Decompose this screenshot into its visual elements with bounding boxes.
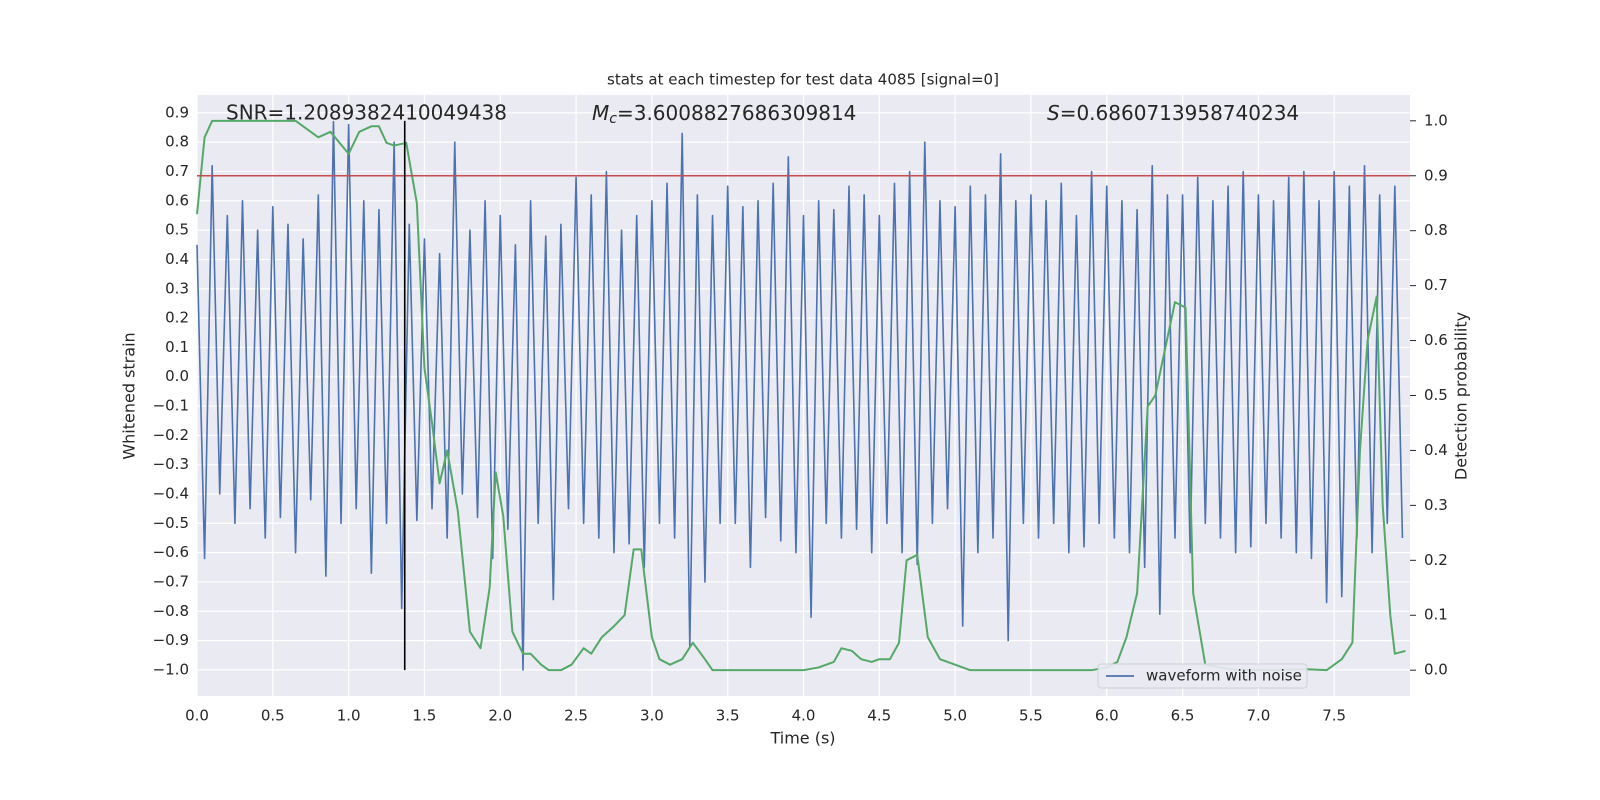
x-tick-label: 4.5 xyxy=(867,707,891,725)
annotation-text: =3.6008827686309814 xyxy=(617,101,856,125)
x-tick-label: 5.0 xyxy=(943,707,967,725)
chart-title: stats at each timestep for test data 408… xyxy=(607,71,999,89)
y2-tick-label: 0.2 xyxy=(1424,551,1448,569)
y-tick-label: 0.0 xyxy=(165,367,189,385)
y-tick-label: 0.5 xyxy=(165,221,189,239)
annotation-text: =0.6860713958740234 xyxy=(1060,101,1299,125)
y-tick-label: −0.8 xyxy=(153,602,189,620)
y-tick-label: −0.5 xyxy=(153,514,189,532)
x-tick-label: 7.5 xyxy=(1322,707,1346,725)
x-tick-label: 1.0 xyxy=(337,707,361,725)
y2-tick-label: 0.0 xyxy=(1424,661,1448,679)
y-axis-label: Whitened strain xyxy=(120,332,139,459)
y2-axis-label: Detection probability xyxy=(1452,312,1471,480)
annotation: S=0.6860713958740234 xyxy=(1047,101,1299,125)
y-tick-label: 0.6 xyxy=(165,191,189,209)
x-tick-label: 6.5 xyxy=(1171,707,1195,725)
x-tick-label: 7.0 xyxy=(1246,707,1270,725)
annotation-symbol: S xyxy=(1047,101,1060,125)
x-tick-label: 1.5 xyxy=(413,707,437,725)
y2-tick-label: 0.1 xyxy=(1424,606,1448,624)
x-tick-label: 2.0 xyxy=(488,707,512,725)
y-tick-label: 0.3 xyxy=(165,279,189,297)
annotation: Mc=3.6008827686309814 xyxy=(592,101,856,128)
y2-tick-label: 0.7 xyxy=(1424,276,1448,294)
annotation-symbol: M xyxy=(592,101,609,125)
y2-tick-label: 0.4 xyxy=(1424,441,1448,459)
y-tick-label: −0.7 xyxy=(153,572,189,590)
x-tick-label: 3.5 xyxy=(716,707,740,725)
y2-tick-label: 0.9 xyxy=(1424,166,1448,184)
y2-tick-label: 0.8 xyxy=(1424,221,1448,239)
y2-tick-label: 0.5 xyxy=(1424,386,1448,404)
x-tick-label: 0.5 xyxy=(261,707,285,725)
x-tick-label: 5.5 xyxy=(1019,707,1043,725)
series-line xyxy=(196,120,1404,671)
y2-tick-label: 1.0 xyxy=(1424,111,1448,129)
y2-tick-label: 0.3 xyxy=(1424,496,1448,514)
x-tick-label: 4.0 xyxy=(792,707,816,725)
x-tick-label: 3.0 xyxy=(640,707,664,725)
y-tick-label: −0.6 xyxy=(153,543,189,561)
x-tick-label: 6.0 xyxy=(1095,707,1119,725)
y-tick-label: 0.9 xyxy=(165,103,189,121)
x-tick-label: 0.0 xyxy=(185,707,209,725)
y-tick-label: −0.9 xyxy=(153,631,189,649)
y-tick-label: 0.2 xyxy=(165,309,189,327)
annotation: SNR=1.2089382410049438 xyxy=(226,101,507,125)
legend-box xyxy=(1097,663,1308,689)
x-tick-label: 2.5 xyxy=(564,707,588,725)
y-tick-label: 0.4 xyxy=(165,250,189,268)
y-tick-label: −0.3 xyxy=(153,455,189,473)
y-tick-label: −0.1 xyxy=(153,397,189,415)
y2-tick-label: 0.6 xyxy=(1424,331,1448,349)
y-tick-label: −1.0 xyxy=(153,660,189,678)
y-tick-label: 0.1 xyxy=(165,338,189,356)
y-tick-label: −0.4 xyxy=(153,485,189,503)
legend-label: waveform with noise xyxy=(1146,667,1302,685)
x-axis-label: Time (s) xyxy=(769,729,835,748)
y-tick-label: −0.2 xyxy=(153,426,189,444)
y-tick-label: 0.8 xyxy=(165,133,189,151)
annotation-subscript: c xyxy=(609,111,617,127)
y-tick-label: 0.7 xyxy=(165,162,189,180)
